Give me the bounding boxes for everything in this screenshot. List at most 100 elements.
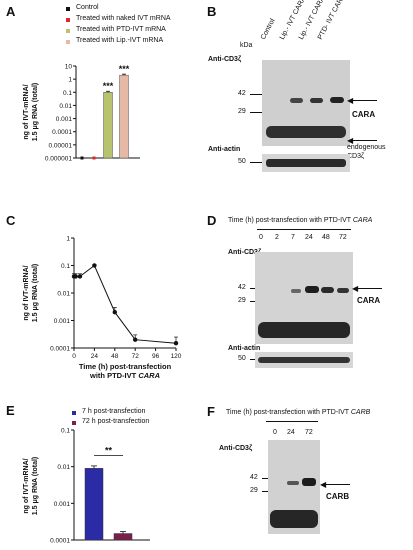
panel-c-chart: 0.0001 0.001 0.01 0.1 1 0 24 48 72 96 120 ng of IVT… [23, 236, 182, 379]
marker-label: 29 [250, 487, 258, 494]
panel-e-chart: 0.0001 0.001 0.01 0.1 ** ng of IVT-mRNA/1.5 μ… [23, 428, 150, 545]
y-tick-label: 0.0001 [50, 346, 70, 353]
blot-band [266, 159, 346, 167]
significance-label: *** [103, 81, 114, 91]
blot-band [291, 289, 301, 293]
blot-band [258, 322, 350, 338]
blot-band [270, 510, 318, 528]
lane-label: 48 [322, 234, 330, 241]
legend-text: Treated with Lip.-IVT mRNA [76, 37, 164, 44]
lane-label: 7 [291, 234, 295, 241]
kda-title: kDa [240, 42, 253, 49]
legend-text: 7 h post-transfection [82, 408, 146, 415]
data-point [92, 263, 97, 268]
marker-label: 42 [238, 90, 246, 97]
arrow-line [351, 100, 377, 101]
panel-d-label: D [207, 213, 217, 228]
series-line [74, 264, 177, 344]
x-tick-label: 0 [72, 353, 76, 360]
y-tick-label: 0.1 [61, 263, 70, 270]
antibody-label: Anti-CD3ζ [219, 445, 253, 452]
y-axis-title: 1.5 μg RNA (total) [32, 457, 39, 515]
bar-marker [92, 156, 96, 160]
y-axis-title: ng of IVT-mRNA/ [23, 265, 30, 320]
blot-band [290, 98, 303, 103]
y-tick-label: 0.1 [63, 90, 72, 97]
antibody-label: Anti-actin [228, 345, 261, 352]
panel-f-title: Time (h) post-transfection with PTD-IVT … [226, 409, 370, 416]
marker-label: 42 [250, 474, 258, 481]
bar [103, 92, 113, 159]
data-point [73, 274, 78, 279]
marker-tick [250, 288, 256, 289]
lane-label: 72 [305, 429, 313, 436]
lane-label: 0 [273, 429, 277, 436]
significance-label: *** [119, 64, 130, 74]
blot-band [330, 97, 344, 103]
x-axis-title-part: with PTD-IVT [89, 371, 138, 378]
y-axis-title: ng of IVT-mRNA/ [23, 458, 30, 513]
arrow-line [351, 140, 377, 141]
endogenous-label: CD3ζ [347, 153, 365, 160]
y-tick-label: 0.001 [54, 318, 71, 325]
marker-label: 29 [238, 297, 246, 304]
blot-band [302, 478, 316, 486]
marker-tick [250, 301, 256, 302]
band-label: CARA [357, 296, 381, 305]
panel-b-label: B [207, 4, 217, 19]
antibody-label: Anti-CD3ζ [208, 56, 242, 63]
lane-bracket [257, 229, 351, 230]
x-axis-title: with PTD-IVT CARA [89, 371, 160, 378]
legend-text: Control [76, 4, 99, 11]
y-tick-label: 0.000001 [45, 156, 72, 163]
y-axis-title: 1.5 μg RNA (total) [32, 264, 39, 322]
data-point [133, 337, 138, 342]
lane-label: 2 [275, 234, 279, 241]
x-tick-label: 120 [171, 353, 182, 360]
significance-label: ** [105, 446, 113, 456]
x-axis-title-italic: CARA [138, 371, 160, 378]
endogenous-label: endogenous [347, 144, 386, 151]
lane-label: 72 [339, 234, 347, 241]
y-tick-label: 10 [65, 64, 73, 71]
data-point [77, 274, 83, 279]
arrow-head: ◀ [320, 480, 327, 489]
bar [113, 533, 133, 541]
marker-label: 50 [238, 158, 246, 165]
y-tick-label: 0.0001 [52, 129, 72, 136]
panel-f-label: F [207, 404, 215, 419]
actin-blot [255, 352, 353, 368]
panel-e-label: E [6, 403, 15, 418]
y-tick-label: 0.01 [59, 103, 72, 110]
y-axis-title: 1.5 μg RNA (total) [32, 83, 39, 141]
legend-text: Treated with PTD-IVT mRNA [76, 26, 166, 33]
x-tick-label: 96 [152, 353, 160, 360]
band-label: CARB [326, 492, 350, 501]
blot-band [321, 287, 334, 293]
data-point [173, 340, 179, 346]
legend-text: 72 h post-transfection [82, 418, 150, 425]
legend-text: Treated with naked IVT mRNA [76, 15, 171, 22]
actin-blot [262, 154, 350, 172]
lane-label: 24 [305, 234, 313, 241]
panel-a-label: A [6, 4, 16, 19]
lane-bracket [266, 421, 318, 422]
marker-tick [250, 94, 262, 95]
western-blot [268, 440, 320, 534]
blot-band [287, 481, 299, 485]
x-tick-label: 48 [111, 353, 119, 360]
arrow-line [356, 288, 382, 289]
antibody-label: Anti-CD3ζ [228, 249, 262, 256]
title-italic: CARB [350, 409, 371, 416]
bar-marker [80, 156, 84, 160]
panel-a-chart: 0.000001 0.00001 0.0001 0.001 0.01 0.1 1 10 *** *… [23, 64, 140, 163]
marker-label: 29 [238, 108, 246, 115]
marker-tick [250, 162, 262, 163]
western-blot [262, 60, 350, 146]
y-tick-label: 0.001 [54, 501, 71, 508]
band-label: CARA [352, 110, 376, 119]
lane-label: 24 [287, 429, 295, 436]
title-italic: CARA [352, 217, 373, 224]
marker-label: 50 [238, 355, 246, 362]
